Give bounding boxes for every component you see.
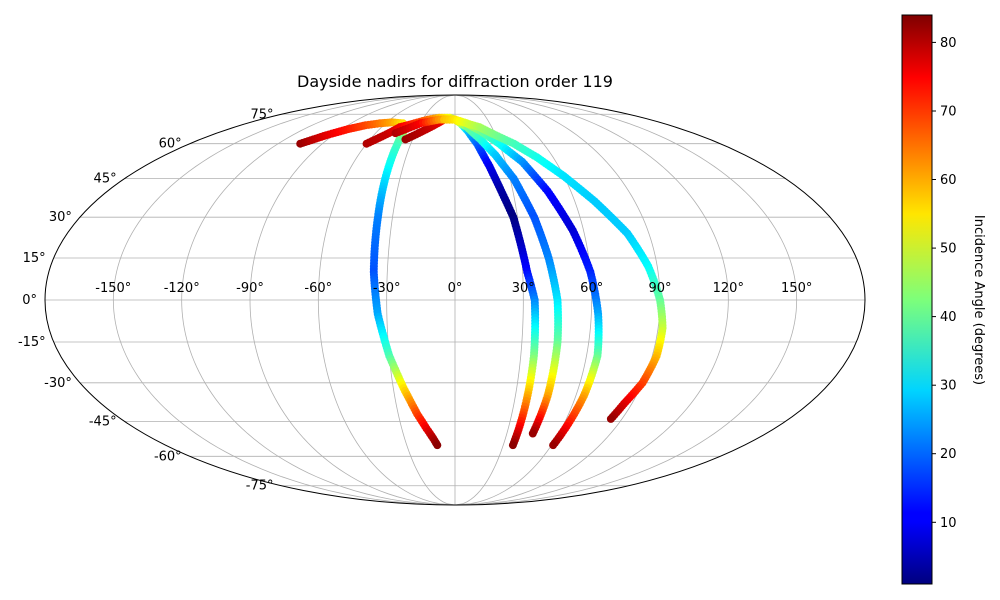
y-tick-label: 45°: [94, 172, 117, 187]
y-tick-label: -15°: [18, 335, 46, 350]
data-point: [508, 441, 517, 450]
y-tick-label: 0°: [22, 293, 37, 308]
x-tick-label: 150°: [781, 281, 812, 296]
y-tick-label: -60°: [154, 449, 182, 464]
y-tick-label: 75°: [250, 107, 273, 122]
x-tick-labels: -150° -120° -90° -60° -30° 0° 30° 60° 90° 120° 150…: [95, 281, 812, 296]
data-points: [296, 113, 667, 450]
x-tick-label: -150°: [95, 281, 131, 296]
x-tick-label: -30°: [373, 281, 401, 296]
colorbar-tick-label: 20: [940, 447, 957, 462]
colorbar-tick-label: 80: [940, 36, 957, 51]
x-tick-label: -90°: [236, 281, 264, 296]
colorbar-tick-label: 10: [940, 516, 957, 531]
map-boundary: [44, 94, 866, 506]
colorbar-tick-label: 50: [940, 242, 957, 257]
colorbar-ticks: 10 20 30 40 50 60 70 80: [932, 36, 957, 531]
y-tick-label: -30°: [44, 376, 72, 391]
colorbar-tick-label: 60: [940, 173, 957, 188]
x-tick-label: 60°: [580, 281, 603, 296]
data-point: [549, 441, 558, 450]
x-tick-label: -120°: [164, 281, 200, 296]
data-point: [606, 414, 615, 423]
x-tick-label: 30°: [512, 281, 535, 296]
y-tick-label: -45°: [89, 414, 117, 429]
x-tick-label: 90°: [648, 281, 671, 296]
colorbar-label: Incidence Angle (degrees): [971, 215, 986, 385]
chart-title: Dayside nadirs for diffraction order 119: [297, 72, 613, 91]
colorbar-tick-label: 70: [940, 105, 957, 120]
colorbar-tick-label: 40: [940, 310, 957, 325]
x-tick-label: -60°: [304, 281, 332, 296]
data-point: [528, 429, 537, 438]
x-tick-label: 120°: [713, 281, 744, 296]
map-grid: [45, 95, 865, 505]
y-tick-label: 30°: [49, 210, 72, 225]
colorbar: 10 20 30 40 50 60 70 80 Incidence Angle (degree…: [901, 14, 986, 585]
colorbar-gradient: [901, 14, 933, 585]
data-point: [433, 441, 442, 450]
y-tick-labels: -75° -60° -45° -30° -15° 0° 15° 30° 45° 60° 75°: [18, 107, 274, 493]
colorbar-tick-label: 30: [940, 379, 957, 394]
x-tick-label: 0°: [448, 281, 463, 296]
y-tick-label: 15°: [23, 251, 46, 266]
y-tick-label: 60°: [159, 137, 182, 152]
y-tick-label: -75°: [246, 479, 274, 494]
